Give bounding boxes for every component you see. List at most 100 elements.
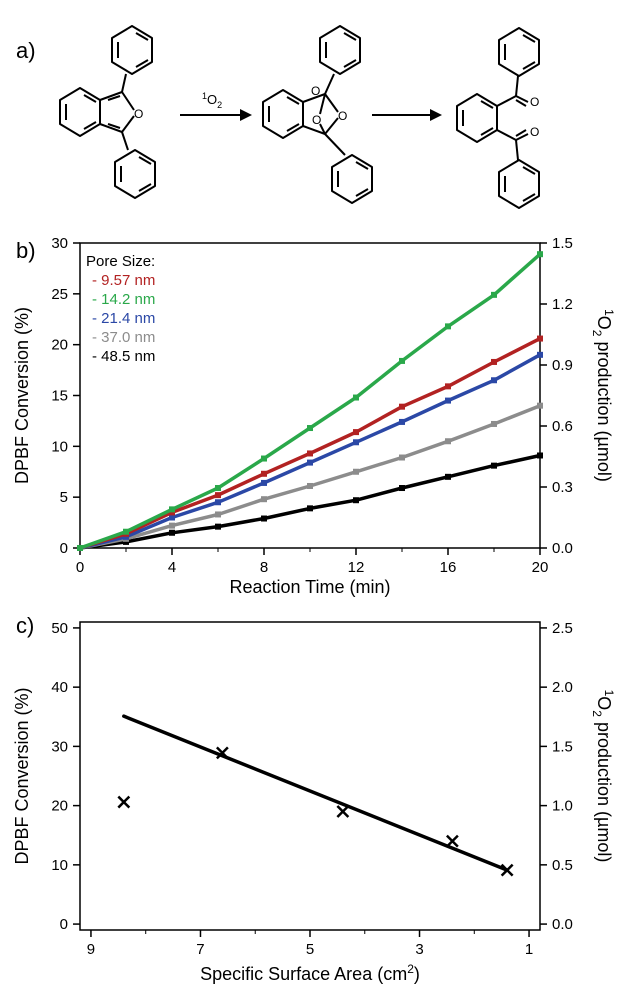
data-point-b bbox=[169, 514, 175, 521]
x-tick-label-c: 3 bbox=[415, 941, 423, 958]
x-tick-label-c: 5 bbox=[306, 941, 314, 958]
x-label-main-c: Specific Surface Area (cm bbox=[200, 964, 407, 984]
y2-label-sup-b: 1 bbox=[602, 309, 616, 316]
data-point-b bbox=[215, 485, 221, 492]
legend-entry-b: - 21.4 nm bbox=[92, 310, 155, 327]
chart-c: 9 7 5 3 1010203040500.00.51.01.52.02.5Specif… bbox=[12, 620, 616, 984]
marker-stroke-c bbox=[445, 834, 459, 848]
data-point-c bbox=[117, 795, 131, 809]
y2-label-sub-b: 2 bbox=[590, 330, 604, 337]
y2-axis-label-c: 1O2 production (µmol) bbox=[590, 690, 616, 863]
bridge-oxygen-2: O bbox=[312, 113, 321, 127]
data-point-b bbox=[537, 251, 543, 258]
y2-label-rest-c: production (µmol) bbox=[594, 717, 614, 862]
y-tick-label-c: 0 bbox=[60, 916, 68, 933]
data-point-b bbox=[307, 459, 313, 466]
marker-stroke-c bbox=[117, 795, 131, 809]
x-tick-label-c: 1 bbox=[525, 941, 533, 958]
data-point-b bbox=[491, 358, 497, 365]
reagent-label-sub: 2 bbox=[217, 100, 222, 110]
y2-label-main-c: O bbox=[594, 696, 614, 710]
legend-entry-b: - 9.57 nm bbox=[92, 272, 155, 289]
data-point-b bbox=[399, 403, 405, 410]
y2-label-main-b: O bbox=[594, 316, 614, 330]
data-point-b bbox=[307, 505, 313, 512]
y-tick-label-c: 10 bbox=[51, 857, 68, 874]
data-point-b bbox=[353, 468, 359, 475]
y2-label-sub-c: 2 bbox=[590, 710, 604, 717]
data-point-b bbox=[399, 485, 405, 492]
data-point-b bbox=[261, 515, 267, 522]
y2-tick-label-c: 1.5 bbox=[552, 738, 573, 755]
reaction-scheme: O O O O bbox=[59, 25, 540, 209]
data-point-b bbox=[353, 439, 359, 446]
series-line-b bbox=[79, 337, 541, 550]
data-point-b bbox=[215, 492, 221, 499]
data-point-b bbox=[445, 383, 451, 390]
y2-tick-label-b: 0.0 bbox=[552, 540, 573, 557]
y2-axis-label-b: 1O2 production (µmol) bbox=[590, 309, 616, 482]
panel-label-b: b) bbox=[16, 238, 36, 263]
y2-tick-label-b: 1.5 bbox=[552, 235, 573, 252]
y-tick-label-b: 0 bbox=[60, 540, 68, 557]
carbonyl-oxygen-2: O bbox=[530, 125, 539, 139]
data-point-b bbox=[215, 523, 221, 530]
data-point-b bbox=[491, 291, 497, 298]
data-point-b bbox=[261, 470, 267, 477]
y2-tick-label-c: 1.0 bbox=[552, 798, 573, 815]
reagent-label: 1O2 bbox=[202, 91, 222, 110]
data-point-b bbox=[261, 455, 267, 462]
data-point-b bbox=[215, 511, 221, 518]
y-tick-label-c: 30 bbox=[51, 738, 68, 755]
molecule-dibenzoylbenzene bbox=[456, 27, 540, 209]
data-point-b bbox=[399, 418, 405, 425]
y2-tick-label-c: 0.5 bbox=[552, 857, 573, 874]
x-tick-label-b: 12 bbox=[348, 559, 365, 576]
legend-entry-b: - 14.2 nm bbox=[92, 291, 155, 308]
panel-label-a: a) bbox=[16, 38, 36, 63]
data-point-b bbox=[169, 509, 175, 516]
bridge-oxygen-1: O bbox=[311, 84, 320, 98]
data-point-b bbox=[307, 482, 313, 489]
reagent-label-main: O bbox=[207, 92, 217, 107]
data-point-b bbox=[399, 454, 405, 461]
data-point-b bbox=[445, 473, 451, 480]
data-point-b bbox=[491, 377, 497, 384]
y-axis-label-c: DPBF Conversion (%) bbox=[12, 687, 32, 864]
data-point-b bbox=[169, 506, 175, 513]
marker-stroke-c bbox=[215, 746, 229, 760]
x-axis-label-c: Specific Surface Area (cm2) bbox=[200, 962, 420, 984]
x-tick-label-c: 9 bbox=[87, 941, 95, 958]
y-tick-label-b: 10 bbox=[51, 438, 68, 455]
data-point-b bbox=[353, 394, 359, 401]
ring-oxygen-2: O bbox=[338, 109, 347, 123]
data-point-b bbox=[77, 545, 83, 551]
marker-stroke-c bbox=[336, 805, 350, 818]
y-tick-label-c: 40 bbox=[51, 679, 68, 696]
x-label-end-c: ) bbox=[414, 964, 420, 984]
ring-oxygen-1: O bbox=[134, 107, 143, 121]
data-point-c bbox=[500, 863, 514, 877]
y2-tick-label-b: 0.9 bbox=[552, 357, 573, 374]
y-tick-label-b: 30 bbox=[51, 235, 68, 252]
data-point-b bbox=[123, 533, 129, 540]
data-point-c bbox=[336, 805, 350, 818]
legend-title-b: Pore Size: bbox=[86, 253, 155, 270]
data-point-b bbox=[307, 450, 313, 457]
data-point-b bbox=[123, 528, 129, 535]
data-point-b bbox=[537, 335, 543, 342]
y2-tick-label-b: 1.2 bbox=[552, 296, 573, 313]
legend-entry-b: - 37.0 nm bbox=[92, 329, 155, 346]
data-point-b bbox=[353, 429, 359, 436]
y2-tick-label-b: 0.3 bbox=[552, 479, 573, 496]
y-tick-label-b: 20 bbox=[51, 337, 68, 354]
fit-line-c bbox=[122, 714, 509, 872]
y-tick-label-c: 20 bbox=[51, 798, 68, 815]
data-point-b bbox=[307, 425, 313, 432]
y-tick-label-b: 15 bbox=[51, 388, 68, 405]
y-axis-label-b: DPBF Conversion (%) bbox=[12, 307, 32, 484]
y2-label-rest-b: production (µmol) bbox=[594, 336, 614, 481]
series-line-b bbox=[79, 453, 541, 550]
x-tick-label-b: 4 bbox=[168, 559, 176, 576]
